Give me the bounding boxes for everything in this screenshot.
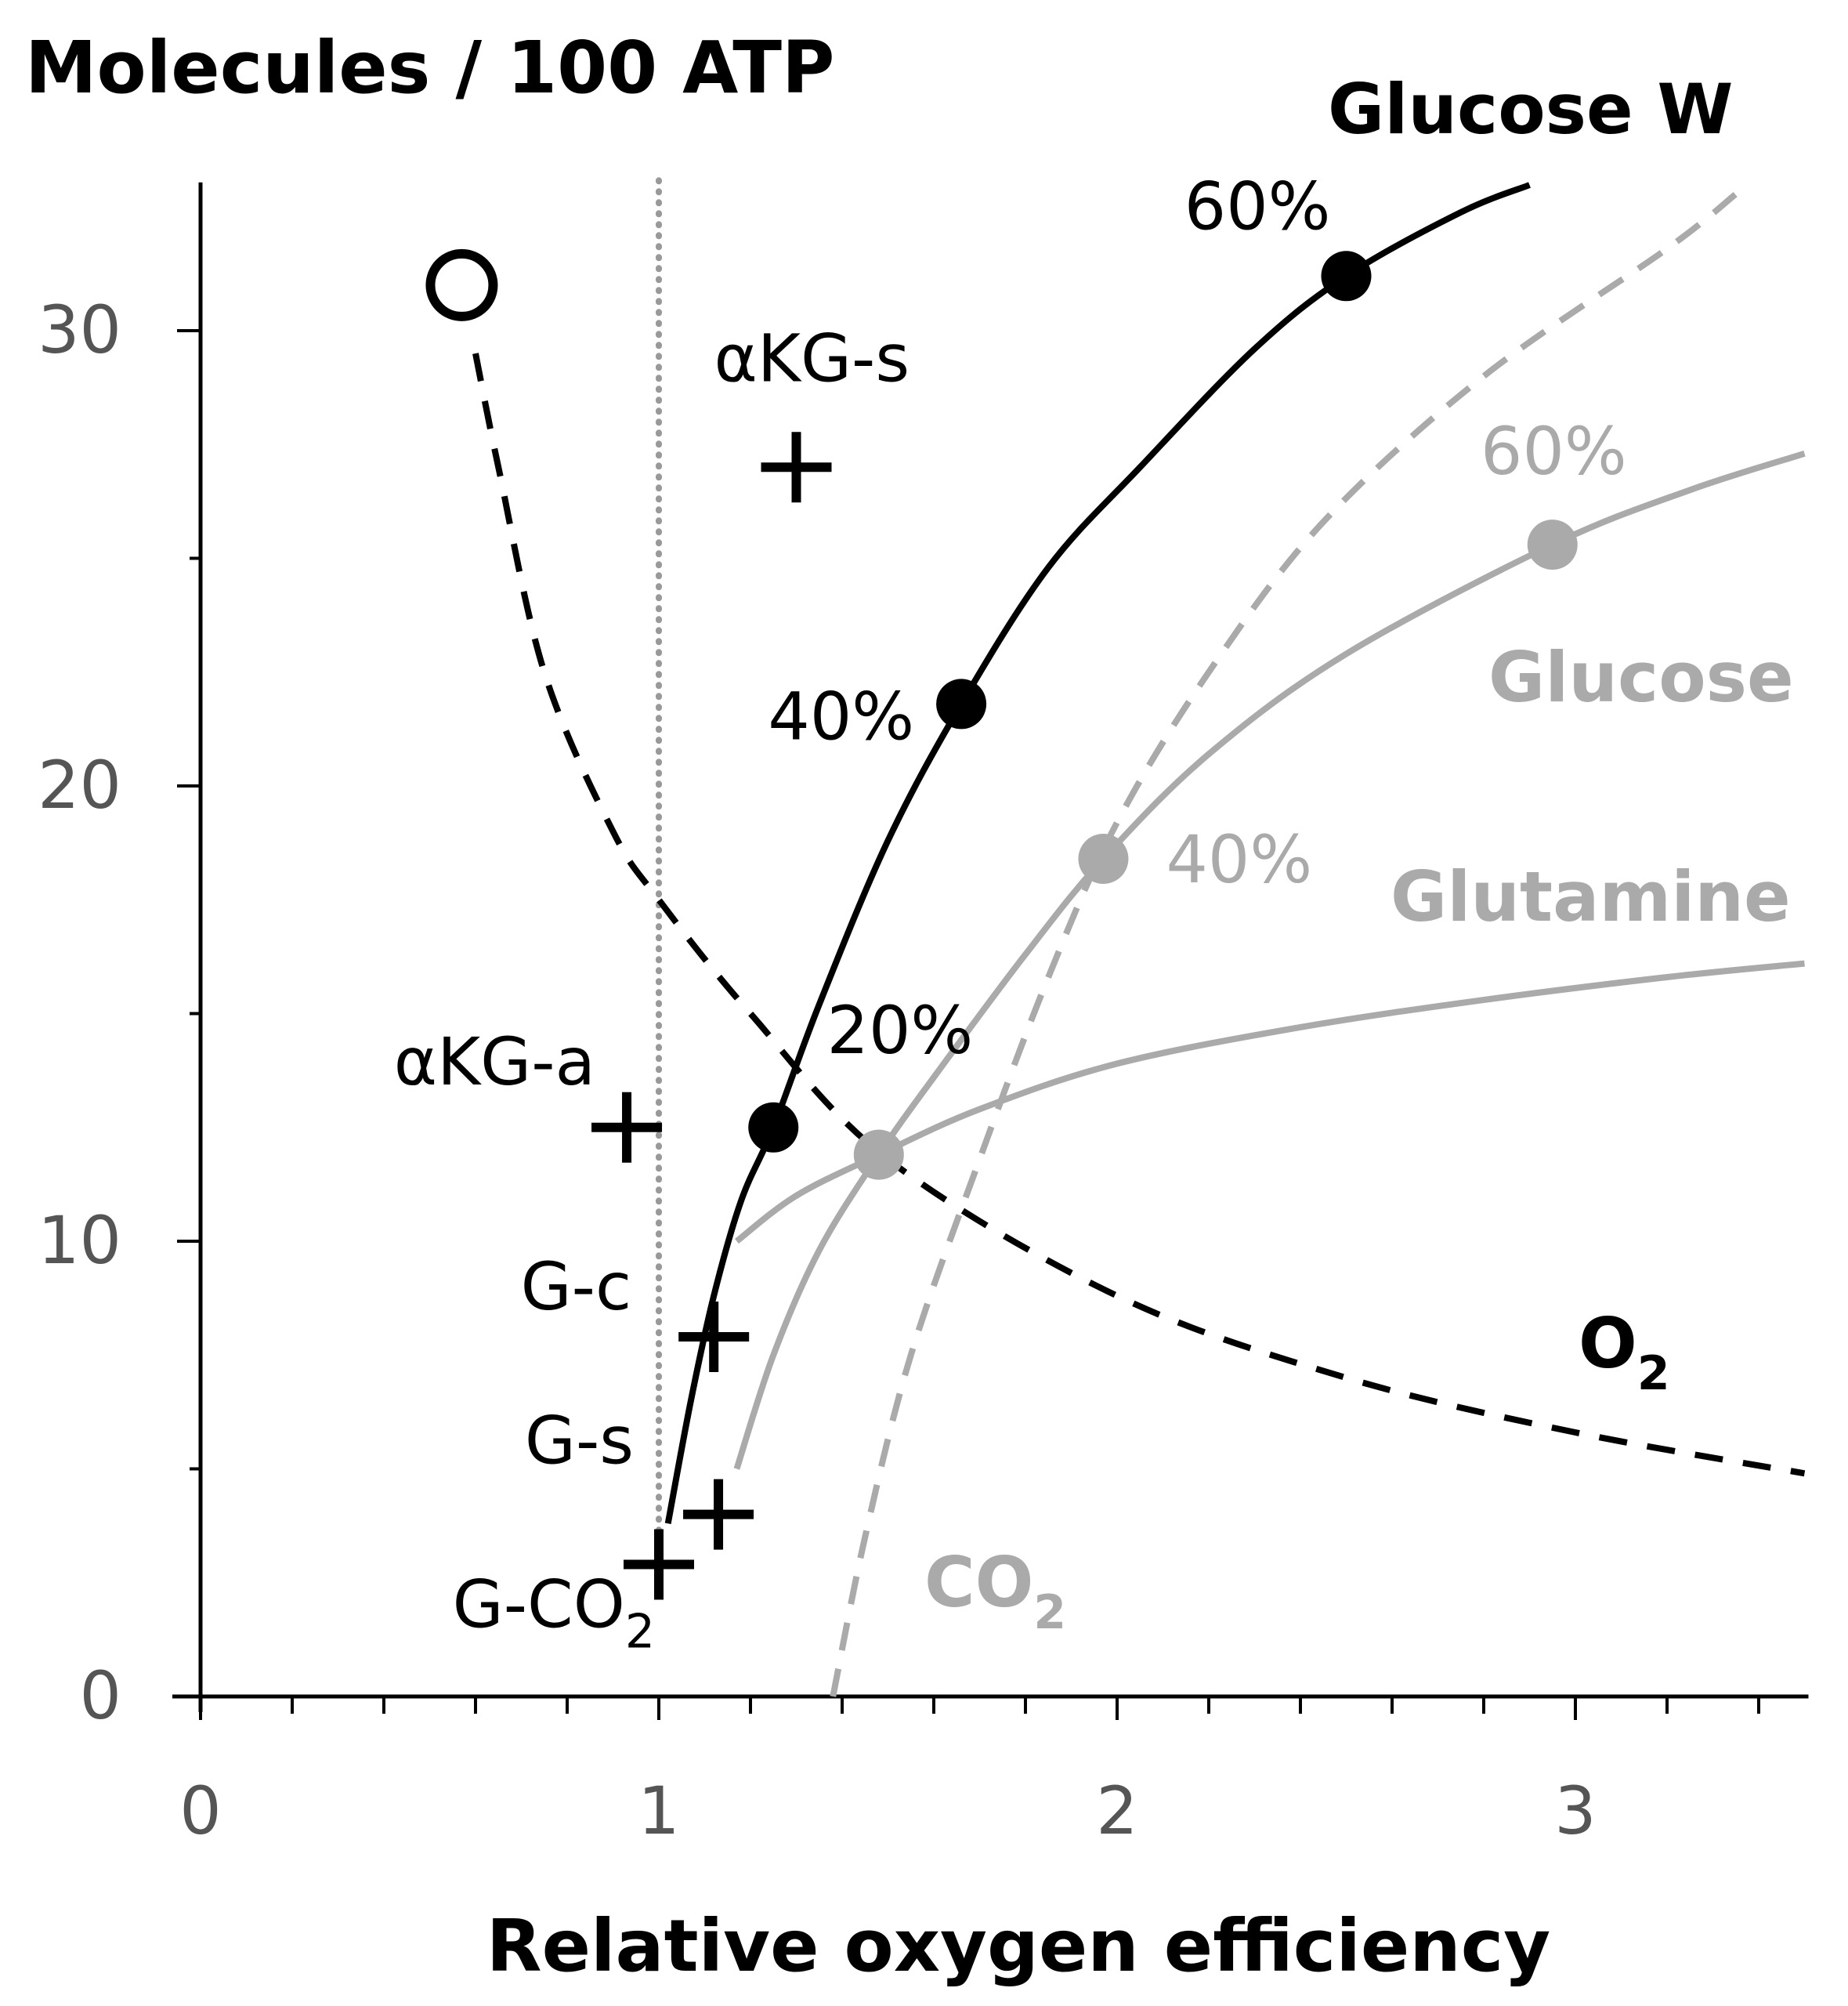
marker-label: 20%	[827, 992, 974, 1069]
series-glucose-marker	[1078, 833, 1129, 884]
x-tick-label: 3	[1554, 1772, 1596, 1849]
series-glutamine-line	[735, 960, 1805, 1244]
series-glucose-w-marker	[1321, 251, 1372, 302]
axes	[172, 182, 1809, 1720]
point-label: αKG-s	[714, 320, 910, 396]
markers-layer: 20% 40% 60% 40% 60%	[425, 168, 1627, 1180]
point-label: αKG-a	[394, 1023, 595, 1100]
series-o2-line	[472, 353, 1806, 1477]
series-layer	[472, 182, 1806, 1697]
series-glucose-w-line	[664, 182, 1531, 1524]
point-plus-marker	[591, 1092, 663, 1163]
y-tick-label: 30	[38, 291, 121, 368]
label-glutamine: Glutamine	[1391, 856, 1791, 937]
point-plus-marker	[678, 1302, 750, 1373]
x-tick-label: 2	[1096, 1772, 1137, 1849]
point-label: G-CO2	[453, 1566, 655, 1660]
x-axis-title: Relative oxygen efficiency	[486, 1904, 1551, 1988]
y-axis-title: Molecules / 100 ATP	[25, 26, 834, 110]
label-o2-main: O	[1579, 1303, 1637, 1384]
point-label: G-c	[521, 1248, 632, 1325]
y-tick-label: 10	[38, 1202, 121, 1279]
point-label: G-s	[525, 1403, 634, 1479]
series-glucose-w-marker	[936, 679, 987, 730]
marker-label: 60%	[1184, 168, 1331, 244]
series-glucose-line	[733, 451, 1806, 1470]
point-plus-marker	[761, 432, 832, 503]
series-glucose-marker	[853, 1129, 904, 1180]
label-o2: O2	[1579, 1303, 1670, 1401]
y-tick-label: 20	[38, 747, 121, 824]
label-glucose-w: Glucose W	[1328, 69, 1733, 150]
label-co2-main: CO	[924, 1542, 1033, 1623]
point-plus-marker	[624, 1529, 694, 1600]
marker-label: 40%	[1166, 821, 1312, 898]
point-plus-marker	[683, 1479, 754, 1550]
series-glucose-w-marker	[748, 1102, 799, 1153]
label-o2-sub: 2	[1637, 1346, 1670, 1401]
x-tick-label: 1	[638, 1772, 679, 1849]
x-tick-label: 0	[179, 1772, 221, 1849]
label-glucose: Glucose	[1488, 637, 1794, 718]
marker-label: 60%	[1481, 413, 1627, 490]
label-co2: CO2	[924, 1542, 1066, 1640]
marker-label: 40%	[768, 678, 914, 755]
y-tick-label: 0	[80, 1657, 121, 1734]
open-circle-marker	[425, 248, 498, 321]
label-co2-sub: 2	[1033, 1585, 1066, 1640]
series-co2-line	[830, 191, 1738, 1697]
points-layer: αKG-s αKG-a G-c G-s G-CO2	[394, 320, 910, 1659]
series-glucose-marker	[1527, 520, 1578, 570]
